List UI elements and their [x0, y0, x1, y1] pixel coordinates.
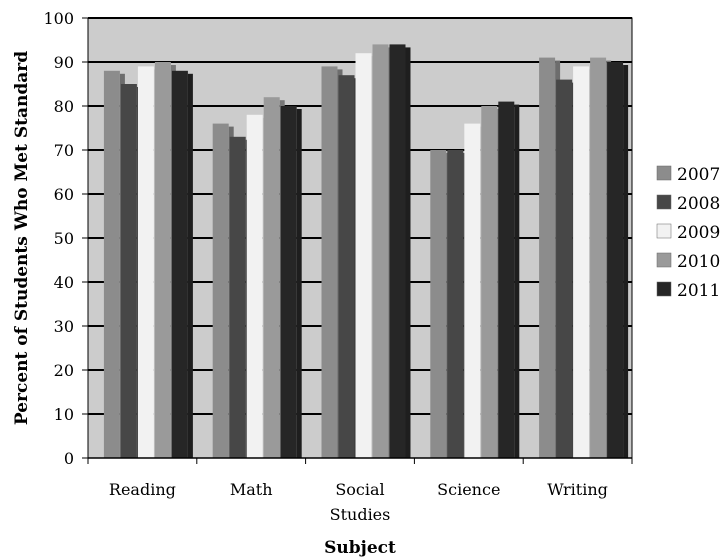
y-tick-label: 80: [54, 97, 74, 116]
legend-swatch-2010: [656, 252, 672, 268]
bars: [103, 44, 629, 459]
axes: [87, 18, 633, 464]
bar-2008-3: [447, 150, 464, 458]
bar-2008-4: [556, 79, 573, 458]
bar-2011-2: [389, 44, 406, 459]
legend-swatch-2007: [656, 165, 672, 181]
legend-label-2011: 2011: [677, 281, 720, 301]
bar-2011-3: [498, 101, 515, 458]
bar-2007-4: [539, 57, 556, 458]
legend-label-2007: 2007: [677, 165, 720, 185]
y-tick-label: 60: [54, 185, 74, 204]
bar-side: [514, 104, 520, 458]
bar-2009-0: [137, 66, 154, 459]
x-tick-label: Studies: [330, 505, 391, 524]
x-tick-label: Reading: [109, 480, 176, 499]
y-tick-label: 100: [43, 9, 74, 28]
bar-2008-2: [338, 75, 355, 458]
bar-2009-3: [464, 123, 481, 458]
bar-2008-0: [120, 84, 137, 458]
bar-2011-0: [171, 70, 188, 459]
bar-2007-3: [430, 150, 447, 458]
y-tick-label: 10: [54, 405, 74, 424]
x-tick-label: Social: [335, 480, 384, 499]
y-tick-label: 40: [54, 273, 74, 292]
x-tick-label: Math: [230, 480, 273, 499]
bar-2010-0: [154, 62, 171, 458]
bar-2008-1: [229, 136, 246, 459]
bar-2009-2: [355, 53, 372, 458]
bar-2011-1: [280, 106, 297, 458]
bar-side: [296, 109, 302, 458]
legend-swatch-2008: [656, 194, 672, 210]
y-tick-label: 20: [54, 361, 74, 380]
bar-2009-1: [246, 114, 263, 459]
x-tick-labels: Reading Math Social Studies Science Writing: [109, 480, 608, 524]
legend-swatch-2009: [656, 223, 672, 239]
bar-2010-1: [263, 97, 280, 458]
x-tick-label: Science: [437, 480, 500, 499]
x-axis-title: Subject: [324, 538, 396, 558]
bar-side: [405, 47, 411, 459]
bar-side: [623, 65, 629, 458]
bar-2010-3: [481, 106, 498, 458]
bar-2010-2: [372, 44, 389, 459]
bar-2010-4: [590, 57, 607, 458]
y-tick-label: 90: [54, 53, 74, 72]
x-tick-label: Writing: [547, 480, 608, 499]
y-axis-title: Percent of Students Who Met Standard: [12, 51, 32, 425]
legend-swatch-2011: [656, 281, 672, 297]
legend: 2007 2008 2009 2010 2011: [656, 165, 720, 301]
bar-side: [187, 73, 193, 459]
legend-label-2010: 2010: [677, 252, 720, 272]
y-tick-label: 30: [54, 317, 74, 336]
y-tick-label: 50: [54, 229, 74, 248]
y-tick-label: 70: [54, 141, 74, 160]
bar-2007-1: [212, 123, 229, 458]
legend-label-2008: 2008: [677, 194, 720, 214]
legend-label-2009: 2009: [677, 223, 720, 243]
y-tick-labels: 0 10 20 30 40 50 60 70 80 90 100: [43, 9, 74, 468]
bar-2007-2: [321, 66, 338, 459]
bar-2011-4: [607, 62, 624, 458]
bar-2007-0: [103, 70, 120, 459]
bar-2009-4: [573, 66, 590, 459]
y-tick-label: 0: [64, 449, 74, 468]
